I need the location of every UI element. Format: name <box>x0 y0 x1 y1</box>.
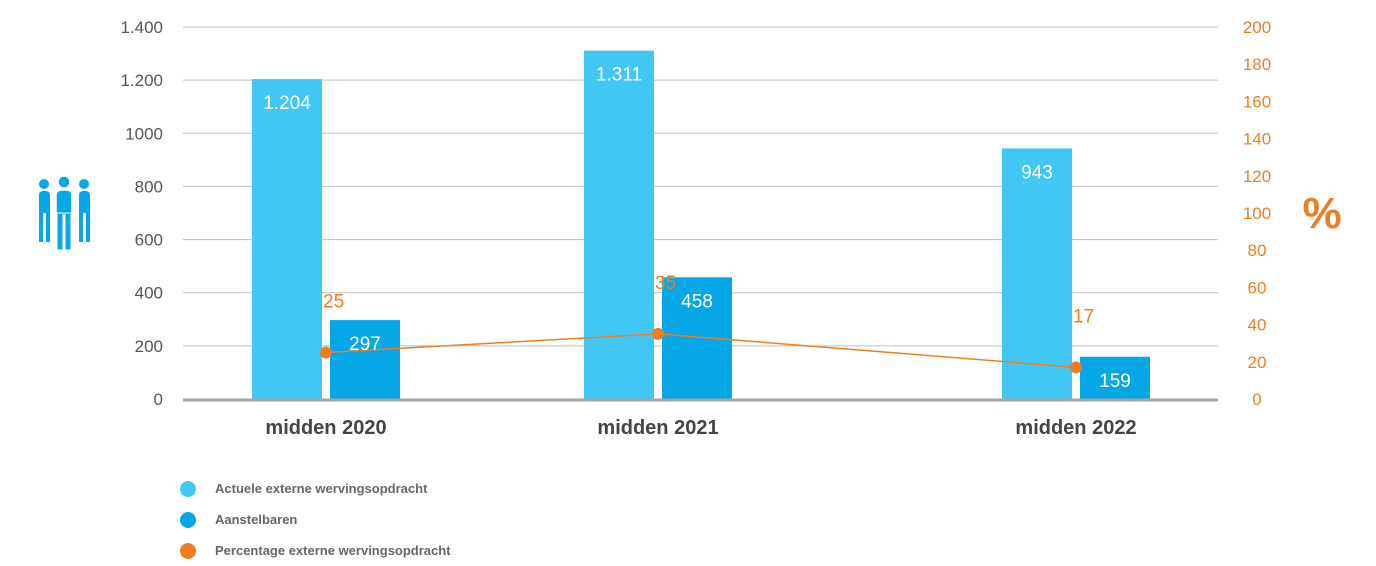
legend-item: Aanstelbaren <box>180 504 451 535</box>
right-axis-tick-label: 180 <box>1243 55 1271 74</box>
percentage-value-label: 17 <box>1073 306 1094 327</box>
bar-data-labels: 1.204 297 1.311 458 943 159 <box>263 65 1131 392</box>
right-axis-tick-label: 40 <box>1248 316 1267 335</box>
left-axis-tick-label: 200 <box>135 337 163 356</box>
bar-wervingsopdracht <box>584 50 654 400</box>
legend-item: Percentage externe wervingsopdracht <box>180 535 451 566</box>
legend-item: Actuele externe wervingsopdracht <box>180 473 451 504</box>
bar-wervingsopdracht <box>1002 148 1072 399</box>
percentage-value-label: 35 <box>655 273 676 294</box>
legend-swatch <box>180 542 196 559</box>
percentage-point <box>320 346 332 359</box>
bar-value-label: 1.311 <box>596 65 642 86</box>
bar-value-label: 943 <box>1021 162 1053 183</box>
right-axis-tick-label: 120 <box>1243 167 1271 186</box>
left-axis-tick-label: 1.400 <box>120 18 163 37</box>
x-axis-tick-label: midden 2020 <box>265 417 386 439</box>
right-axis-tick-label: 80 <box>1248 241 1267 260</box>
left-axis-tick-label: 800 <box>135 177 163 196</box>
left-axis-tick-label: 1.200 <box>120 71 163 90</box>
right-axis-tick-label: 20 <box>1248 353 1267 372</box>
legend-swatch <box>180 511 196 528</box>
left-axis-tick-label: 400 <box>135 284 163 303</box>
bars <box>252 50 1150 400</box>
bar-aanstelbaren <box>330 320 400 399</box>
combo-chart: 0 200 400 600 800 1000 1.200 1.400 0 20 40 60 80 100… <box>39 18 1342 439</box>
right-axis-tick-label: 140 <box>1243 130 1271 149</box>
bar-value-label: 297 <box>349 334 381 355</box>
legend-swatch <box>180 480 196 497</box>
percentage-point <box>652 327 664 340</box>
bar-aanstelbaren <box>1080 356 1150 399</box>
legend-label: Actuele externe wervingsopdracht <box>215 481 428 496</box>
right-axis-tick-label: 60 <box>1248 278 1267 297</box>
x-axis-tick-label: midden 2022 <box>1015 417 1136 439</box>
left-axis-tick-label: 0 <box>154 390 163 409</box>
bar-wervingsopdracht <box>252 79 322 399</box>
left-axis-tick-label: 1000 <box>125 124 163 143</box>
bar-value-label: 458 <box>681 291 713 312</box>
right-axis-tick-label: 200 <box>1243 18 1271 37</box>
percent-axis-symbol: % <box>1302 189 1341 238</box>
percentage-line: 25 35 17 <box>320 273 1094 374</box>
left-axis-tick-label: 600 <box>135 231 163 250</box>
percentage-point <box>1070 361 1082 374</box>
right-axis-ticks: 0 20 40 60 80 100 120 140 160 180 200 <box>1243 18 1271 409</box>
percentage-value-label: 25 <box>323 292 344 313</box>
people-group-icon <box>39 175 90 251</box>
x-axis-ticks: midden 2020 midden 2021 midden 2022 <box>265 417 1136 439</box>
x-axis-tick-label: midden 2021 <box>597 417 718 439</box>
bar-value-label: 1.204 <box>263 93 311 114</box>
legend-label: Aanstelbaren <box>215 512 298 527</box>
right-axis-tick-label: 100 <box>1243 204 1271 223</box>
gridlines <box>183 26 1218 347</box>
bar-value-label: 159 <box>1099 371 1131 392</box>
right-axis-tick-label: 0 <box>1252 390 1261 409</box>
legend-label: Percentage externe wervingsopdracht <box>215 543 451 558</box>
legend: Actuele externe wervingsopdracht Aanstelb… <box>180 473 451 566</box>
right-axis-tick-label: 160 <box>1243 92 1271 111</box>
left-axis-ticks: 0 200 400 600 800 1000 1.200 1.400 <box>120 18 163 409</box>
